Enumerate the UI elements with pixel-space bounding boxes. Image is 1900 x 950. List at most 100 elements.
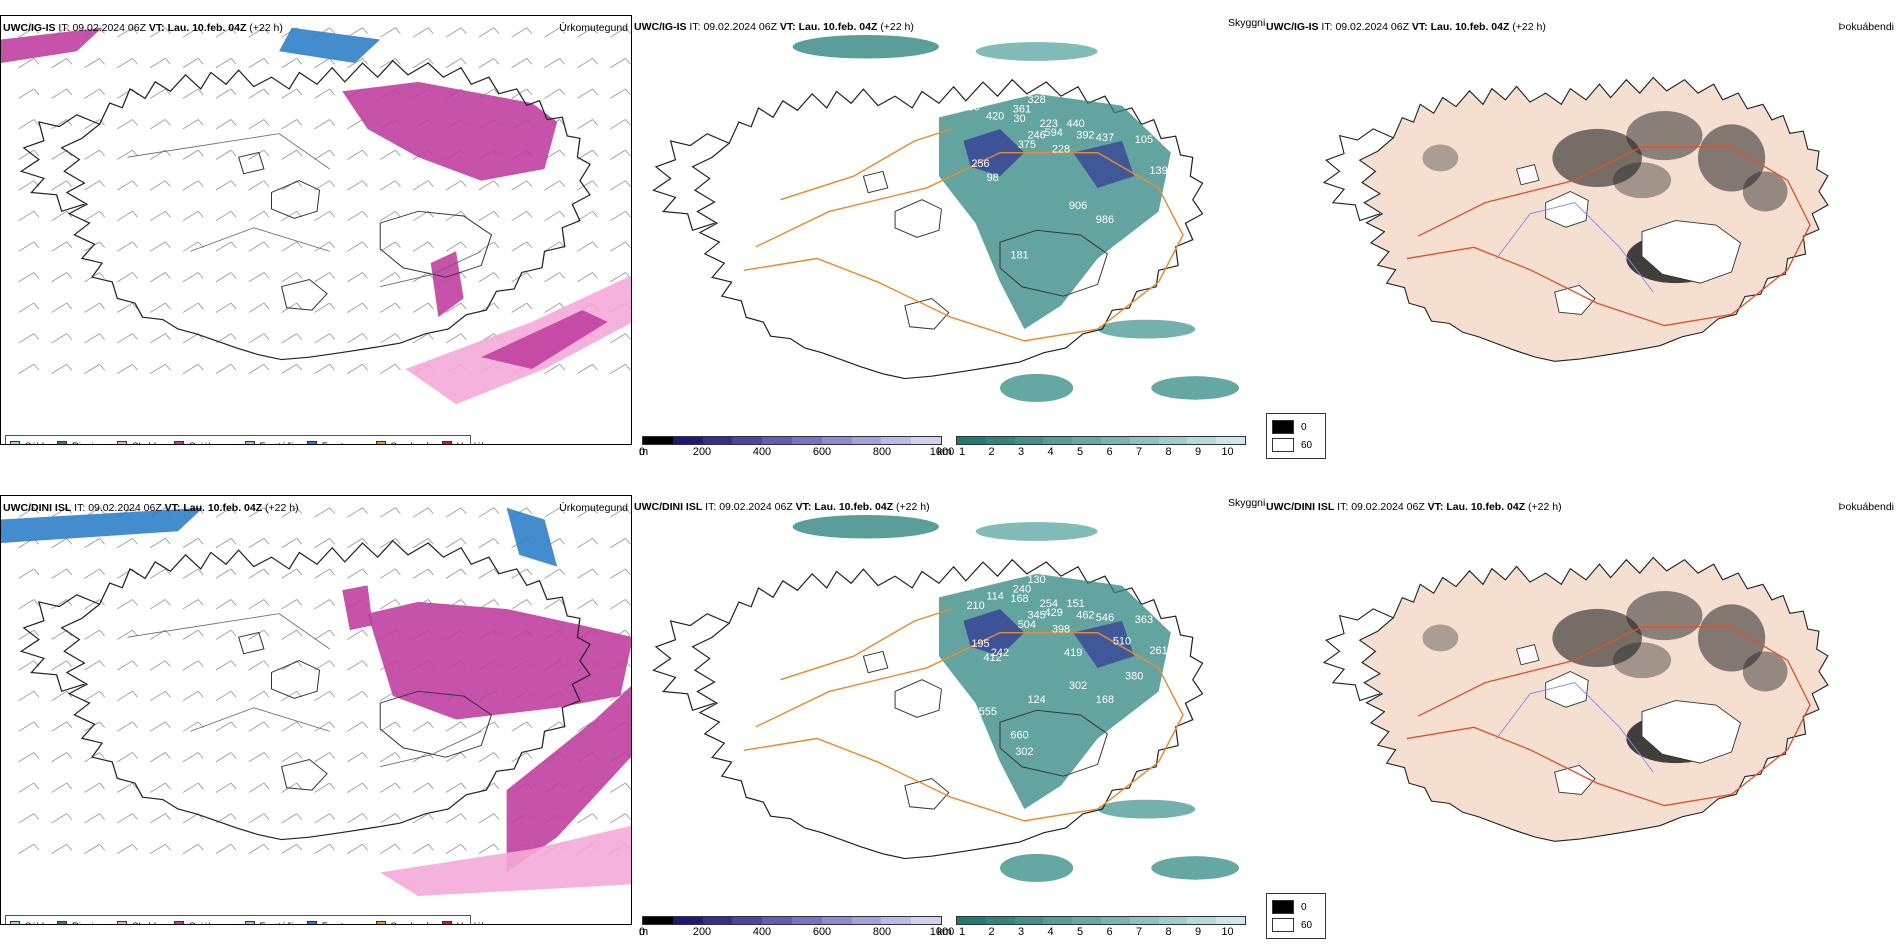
precip-legend-item: Snæhagl: [375, 441, 429, 444]
model-name: UWC/DINI ISL: [634, 501, 703, 513]
legend-label: Slydda: [132, 441, 161, 445]
precip-legend-item: Slydda: [117, 441, 161, 445]
it-value: 09.02.2024 06Z: [88, 502, 162, 514]
legend-label: Frostregn: [322, 441, 363, 445]
legend-swatch: [441, 441, 452, 444]
legend-label: Snæhagl: [391, 921, 429, 925]
cloud-base-label: 30: [1013, 113, 1025, 125]
precip-legend-item: Snjókoma: [174, 441, 232, 445]
visibility-colorbar: 1 2 3 4 5 6 7 8 9 10 km: [937, 436, 1246, 459]
cloud-base-label: 223: [1040, 118, 1058, 130]
legend-swatch: [1272, 900, 1294, 914]
it-value: 09.02.2024 06Z: [1351, 501, 1425, 513]
precip-legend-item: Snæhagl: [375, 921, 429, 925]
precip-legend: Súld Rigning Slydda Snjókoma Frostúði Frostre…: [5, 915, 484, 925]
precip-type-panel: UWC/IG-IS IT: 09.02.2024 06Z VT: Lau. 10…: [0, 15, 632, 445]
it-label: IT:: [74, 502, 86, 514]
it-label: IT:: [705, 501, 717, 513]
legend-swatch: [57, 441, 68, 444]
cloud-base-label: 504: [1018, 619, 1036, 631]
cloud-base-label: 510: [1113, 636, 1131, 648]
precip-legend-item: Rigning: [57, 921, 104, 924]
legend-swatch: [174, 921, 185, 924]
colorbar-tick: 6: [1106, 446, 1113, 458]
legend-label: 60: [1301, 439, 1313, 451]
legend-swatch: [244, 441, 255, 444]
panel-title: UWC/DINI ISL IT: 09.02.2024 06Z VT: Lau.…: [1266, 501, 1562, 513]
it-label: IT:: [1321, 21, 1333, 33]
cloud-base-label: 302: [1015, 746, 1033, 758]
cloud-base-label: 462: [1076, 610, 1094, 622]
precip-legend-item: Frostúði: [244, 921, 294, 925]
legend-label: 0: [1301, 421, 1307, 433]
precip-legend-item: Slydda: [117, 921, 161, 924]
lead-time: (+22 h): [249, 22, 283, 34]
precip-map: [1, 507, 631, 896]
colorbar-tick: 600: [812, 446, 832, 458]
cloud-base-label: 986: [1096, 214, 1114, 226]
colorbar-unit: m: [639, 446, 649, 458]
legend-label: Frostúði: [260, 921, 294, 925]
precip-legend-item: Haglél: [441, 921, 484, 925]
colorbar-tick: 7: [1135, 446, 1143, 458]
colorbar-tick: 2: [988, 926, 995, 938]
colorbar-tick: 0: [638, 926, 646, 938]
legend-label: Frostúði: [260, 441, 294, 445]
model-name: UWC/DINI ISL: [3, 502, 72, 514]
it-label: IT:: [1337, 501, 1349, 513]
vt-label: VT:: [1427, 501, 1444, 513]
cloud-base-label: 328: [1027, 94, 1045, 106]
colorbar-tick: 4: [1047, 926, 1054, 938]
legend-swatch: [57, 921, 68, 924]
it-value: 09.02.2024 06Z: [703, 21, 777, 33]
cloud-base-label: 906: [1069, 200, 1087, 212]
fog-legend-item: 60: [1272, 918, 1312, 932]
cloud-base-label: 546: [1096, 612, 1114, 624]
it-value: 09.02.2024 06Z: [72, 22, 146, 34]
fog-legend: 0 60: [1266, 893, 1326, 939]
cloud-base-label: 594: [1045, 127, 1063, 139]
it-value: 09.02.2024 06Z: [1335, 21, 1409, 33]
colorbar-strip: [642, 916, 942, 925]
vt-value: Lau. 10.feb. 04Z: [1446, 501, 1526, 513]
legend-swatch: [441, 921, 452, 924]
precip-type-title: Úrkomutegund: [559, 22, 628, 34]
colorbar-tick: 5: [1076, 446, 1084, 458]
legend-label: Súld: [25, 441, 44, 445]
cloud-base-label: 420: [986, 111, 1004, 123]
legend-label: Frostregn: [322, 921, 363, 925]
cloud-base-label: 168: [1010, 593, 1028, 605]
colorbar-tick: 1: [958, 926, 966, 938]
visibility-panel: 130 27 114 168 240 254 151 429 345 462 546 504 363 39…: [634, 495, 1266, 945]
vt-value: Lau. 10.feb. 04Z: [814, 501, 894, 513]
cloud-base-label: 375: [1018, 139, 1036, 151]
colorbar-unit: m: [639, 926, 649, 938]
fog-title: Þokuábendi: [1838, 21, 1894, 33]
lead-time: (+22 h): [265, 502, 299, 514]
legend-label: Haglél: [457, 441, 484, 445]
cloud-base-label: 412: [984, 652, 1002, 664]
lead-time: (+22 h): [896, 501, 930, 513]
colorbar-tick: 7: [1135, 926, 1143, 938]
legend-swatch: [10, 921, 20, 924]
legend-label: Snjókoma: [189, 441, 231, 445]
colorbar-tick: 200: [692, 446, 712, 458]
legend-label: Haglél: [457, 921, 484, 925]
vt-label: VT:: [795, 501, 812, 513]
cloud-base-label: 419: [1064, 647, 1082, 659]
colorbar-tick: 400: [752, 446, 772, 458]
colorbar-tick: 9: [1194, 926, 1202, 938]
precip-legend-item: Snjókoma: [174, 921, 232, 924]
legend-swatch: [117, 441, 128, 444]
cloud-base-label: 660: [1010, 730, 1028, 742]
cloud-base-label: 98: [987, 172, 999, 184]
cloud-base-label: 240: [1013, 584, 1031, 596]
vt-value: Lau. 10.feb. 04Z: [1430, 21, 1510, 33]
cloud-base-label: 361: [1013, 104, 1031, 116]
fog-map: [1322, 76, 1829, 362]
visibility-title: Skyggni: [1228, 17, 1266, 29]
fog-map: [1322, 556, 1829, 842]
colorbar-tick: 1000: [929, 926, 955, 938]
vt-label: VT:: [1411, 21, 1428, 33]
it-value: 09.02.2024 06Z: [719, 501, 793, 513]
